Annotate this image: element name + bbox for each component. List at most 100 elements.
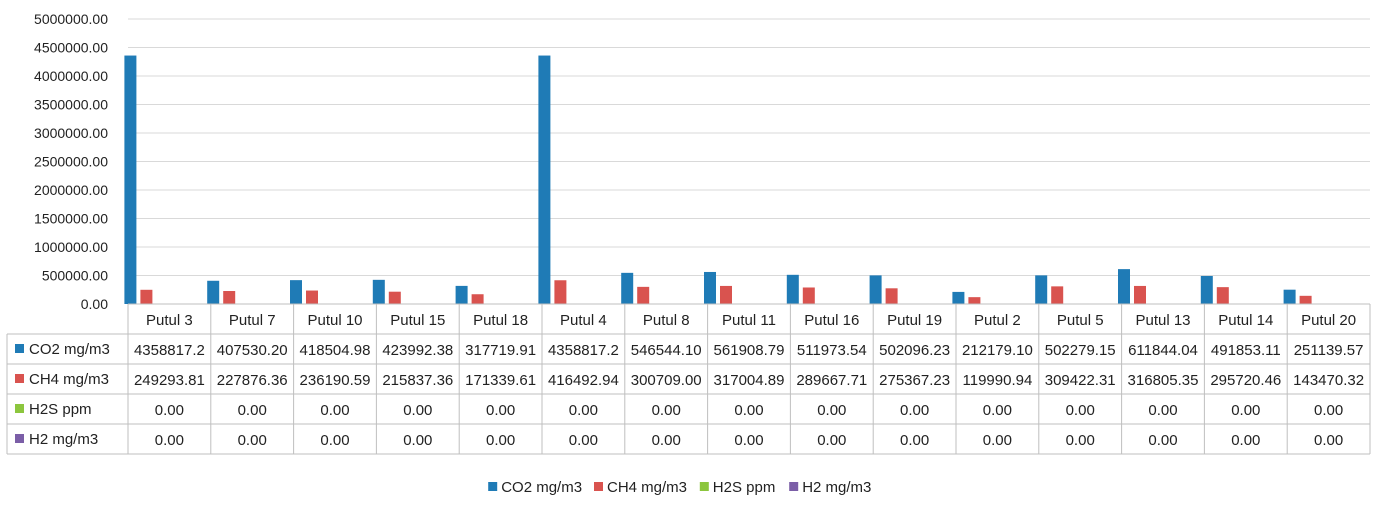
bar-co2 bbox=[704, 271, 716, 304]
data-label: 611844.04 bbox=[1128, 342, 1198, 359]
bar-ch4 bbox=[968, 297, 981, 304]
bar-ch4 bbox=[388, 291, 401, 304]
bar-co2 bbox=[621, 272, 634, 304]
data-table: Putul 3 Putul 7 Putul 10 Putul 15 Putul 18 Pu… bbox=[6, 303, 1371, 455]
table-series-name: CH4 mg/m3 bbox=[29, 371, 109, 388]
data-label: 0.00 bbox=[486, 402, 515, 419]
data-label: 0.00 bbox=[320, 402, 349, 419]
bar-ch4 bbox=[1299, 295, 1312, 304]
data-label: 0.00 bbox=[320, 432, 349, 449]
data-label: 0.00 bbox=[1148, 402, 1177, 419]
data-label: 0.00 bbox=[817, 402, 846, 419]
bar-ch4 bbox=[140, 289, 153, 304]
data-label: 119990.94 bbox=[963, 372, 1033, 389]
data-label: 4358817.2 bbox=[548, 342, 619, 359]
data-label: 0.00 bbox=[1231, 432, 1260, 449]
y-tick-label: 5000000.00 bbox=[34, 11, 108, 27]
table-legend-key-co2 bbox=[15, 344, 24, 353]
data-label: 0.00 bbox=[900, 402, 929, 419]
bar-co2 bbox=[207, 280, 220, 304]
y-tick-label: 1000000.00 bbox=[34, 239, 108, 255]
x-category-label: Putul 8 bbox=[643, 312, 690, 329]
bar-co2 bbox=[372, 279, 385, 304]
bar-co2 bbox=[869, 275, 882, 304]
x-category-label: Putul 2 bbox=[974, 312, 1021, 329]
bar-co2 bbox=[538, 55, 551, 304]
data-label: 0.00 bbox=[983, 432, 1012, 449]
x-category-label: Putul 7 bbox=[229, 312, 276, 329]
y-tick-label: 4000000.00 bbox=[34, 68, 108, 84]
bar-co2 bbox=[455, 285, 468, 304]
legend: CO2 mg/m3 CH4 mg/m3 H2S ppm H2 mg/m3 bbox=[488, 479, 871, 496]
data-label: 236190.59 bbox=[300, 372, 371, 389]
data-label: 0.00 bbox=[486, 432, 515, 449]
x-category-label: Putul 16 bbox=[804, 312, 859, 329]
bar-ch4 bbox=[720, 285, 732, 304]
data-label: 423992.38 bbox=[382, 342, 453, 359]
x-category-label: Putul 5 bbox=[1057, 312, 1104, 329]
table-series-name: H2 mg/m3 bbox=[29, 431, 98, 448]
bar-co2 bbox=[290, 280, 302, 304]
data-label: 289667.71 bbox=[796, 372, 867, 389]
data-label: 0.00 bbox=[1231, 402, 1260, 419]
y-tick-label: 4500000.00 bbox=[34, 40, 108, 56]
y-tick-label: 3500000.00 bbox=[34, 97, 108, 113]
bar-ch4 bbox=[223, 291, 236, 304]
legend-key-h2 bbox=[789, 482, 799, 491]
data-label: 316805.35 bbox=[1128, 372, 1199, 389]
data-label: 0.00 bbox=[155, 402, 184, 419]
data-label: 212179.10 bbox=[962, 342, 1033, 359]
legend-key-h2s bbox=[699, 482, 709, 491]
table-legend-key-h2s bbox=[15, 404, 24, 413]
x-category-label: Putul 20 bbox=[1301, 312, 1356, 329]
x-category-label: Putul 15 bbox=[390, 312, 445, 329]
data-label: 0.00 bbox=[1066, 402, 1095, 419]
legend-label: CH4 mg/m3 bbox=[607, 479, 687, 496]
x-category-label: Putul 14 bbox=[1218, 312, 1273, 329]
y-tick-label: 500000.00 bbox=[42, 268, 108, 284]
bars bbox=[124, 55, 1312, 304]
data-label: 317004.89 bbox=[714, 372, 785, 389]
data-label: 0.00 bbox=[734, 432, 763, 449]
bar-ch4 bbox=[306, 290, 318, 304]
data-label: 418504.98 bbox=[300, 342, 371, 359]
bar-ch4 bbox=[1051, 286, 1064, 304]
bar-co2 bbox=[1283, 289, 1296, 304]
data-label: 309422.31 bbox=[1045, 372, 1116, 389]
data-label: 0.00 bbox=[569, 402, 598, 419]
legend-label: CO2 mg/m3 bbox=[501, 479, 582, 496]
data-label: 0.00 bbox=[652, 402, 681, 419]
bar-ch4 bbox=[1134, 285, 1146, 304]
bar-co2 bbox=[124, 55, 137, 304]
data-label: 546544.10 bbox=[631, 342, 702, 359]
x-category-label: Putul 4 bbox=[560, 312, 607, 329]
legend-key-co2 bbox=[488, 482, 498, 491]
data-label: 0.00 bbox=[403, 432, 432, 449]
bar-co2 bbox=[1200, 275, 1213, 304]
x-category-label: Putul 10 bbox=[307, 312, 362, 329]
legend-label: H2 mg/m3 bbox=[802, 479, 871, 496]
data-label: 0.00 bbox=[569, 432, 598, 449]
x-category-label: Putul 3 bbox=[146, 312, 193, 329]
data-label: 143470.32 bbox=[1293, 372, 1364, 389]
data-label: 0.00 bbox=[734, 402, 763, 419]
bar-ch4 bbox=[471, 294, 484, 304]
x-category-label: Putul 18 bbox=[473, 312, 528, 329]
data-label: 249293.81 bbox=[134, 372, 205, 389]
data-label: 275367.23 bbox=[879, 372, 950, 389]
data-label: 0.00 bbox=[155, 432, 184, 449]
data-label: 407530.20 bbox=[217, 342, 288, 359]
data-label: 0.00 bbox=[900, 432, 929, 449]
data-label: 300709.00 bbox=[631, 372, 702, 389]
data-label: 511973.54 bbox=[797, 342, 867, 359]
x-category-label: Putul 13 bbox=[1135, 312, 1190, 329]
data-label: 0.00 bbox=[817, 432, 846, 449]
data-label: 502279.15 bbox=[1045, 342, 1116, 359]
data-label: 227876.36 bbox=[217, 372, 288, 389]
x-category-label: Putul 11 bbox=[722, 312, 776, 329]
data-label: 502096.23 bbox=[879, 342, 950, 359]
y-tick-label: 2500000.00 bbox=[34, 154, 108, 170]
legend-key-ch4 bbox=[594, 482, 603, 491]
bar-co2 bbox=[786, 274, 799, 304]
